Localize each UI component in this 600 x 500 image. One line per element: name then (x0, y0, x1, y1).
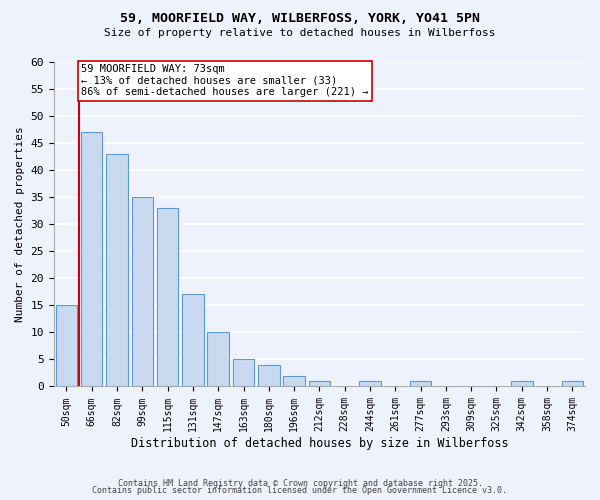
Y-axis label: Number of detached properties: Number of detached properties (15, 126, 25, 322)
Bar (131, 197, 153, 386)
Bar (208, 332, 229, 386)
Bar (157, 208, 178, 386)
Bar (56, 305, 77, 386)
Bar (359, 381, 381, 386)
Text: 59 MOORFIELD WAY: 73sqm
← 13% of detached houses are smaller (33)
86% of semi-de: 59 MOORFIELD WAY: 73sqm ← 13% of detache… (81, 64, 368, 98)
Bar (258, 365, 280, 386)
Text: Contains HM Land Registry data © Crown copyright and database right 2025.: Contains HM Land Registry data © Crown c… (118, 478, 482, 488)
Bar (511, 381, 533, 386)
Bar (562, 381, 583, 386)
Bar (308, 381, 330, 386)
Bar (81, 132, 103, 386)
Text: Contains public sector information licensed under the Open Government Licence v3: Contains public sector information licen… (92, 486, 508, 495)
Text: 59, MOORFIELD WAY, WILBERFOSS, YORK, YO41 5PN: 59, MOORFIELD WAY, WILBERFOSS, YORK, YO4… (120, 12, 480, 26)
Bar (106, 154, 128, 386)
Text: Size of property relative to detached houses in Wilberfoss: Size of property relative to detached ho… (104, 28, 496, 38)
X-axis label: Distribution of detached houses by size in Wilberfoss: Distribution of detached houses by size … (131, 437, 508, 450)
Bar (410, 381, 431, 386)
Bar (283, 376, 305, 386)
Bar (182, 294, 203, 386)
Bar (233, 360, 254, 386)
